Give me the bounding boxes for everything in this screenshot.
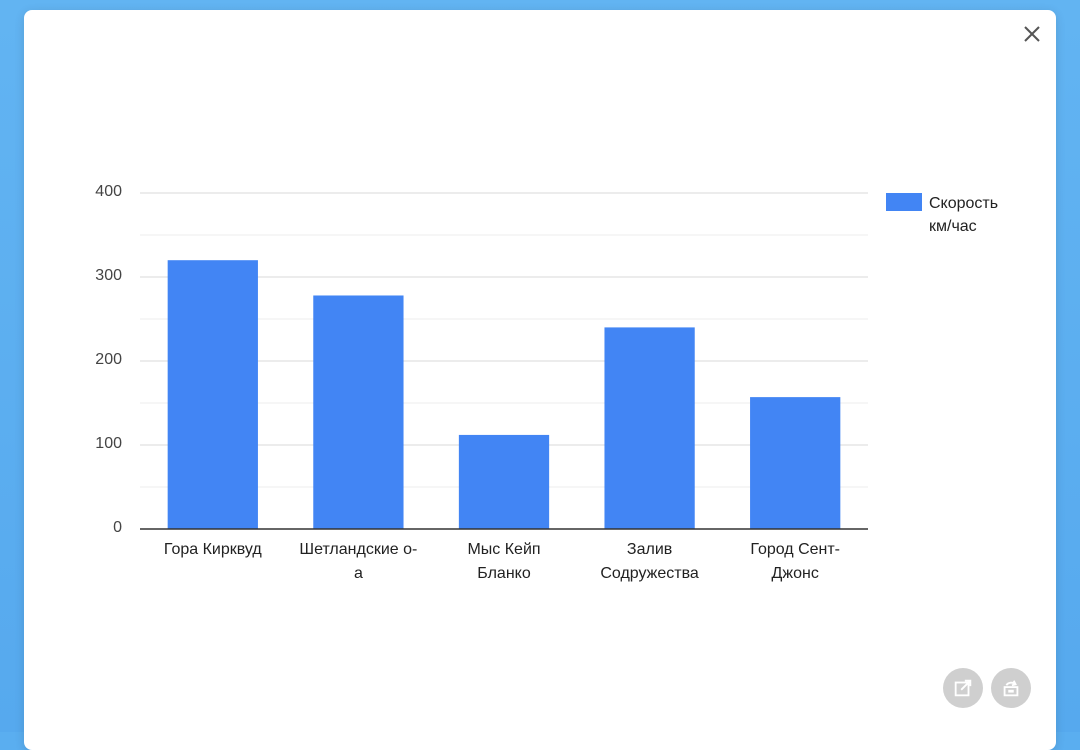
legend-swatch: [886, 193, 922, 211]
legend-label-line: Скорость: [929, 195, 999, 212]
refresh-button[interactable]: [991, 668, 1031, 708]
chart-modal: 0 100 200 300 400 Гора Кирквуд Шетландские о-…: [24, 10, 1056, 750]
open-in-new-button[interactable]: [943, 668, 983, 708]
legend-label-line: км/час: [929, 218, 977, 235]
open-in-new-icon: [954, 679, 972, 697]
close-button[interactable]: [1020, 22, 1044, 46]
y-tick-label: 300: [95, 267, 122, 284]
bar[interactable]: [167, 260, 258, 529]
close-icon: [1024, 26, 1040, 42]
x-tick-label: Залив Содружества: [575, 538, 725, 586]
x-tick-label-line: Мыс Кейп: [467, 541, 541, 558]
x-tick-label-line: Шетландские о-: [299, 541, 418, 558]
x-tick-label-line: Залив: [626, 541, 673, 558]
y-tick-label: 100: [95, 435, 122, 452]
x-tick-label-line: Город Сент-: [750, 541, 841, 558]
x-tick-label-line: Содружества: [600, 565, 699, 582]
bar[interactable]: [458, 434, 550, 529]
x-tick-label: Шетландские о-а: [283, 538, 433, 586]
bar-chart: [140, 192, 868, 530]
x-tick-label-line: Джонс: [771, 565, 819, 582]
bar[interactable]: [604, 327, 695, 529]
y-tick-label: 400: [95, 183, 122, 200]
x-tick-label: Мыс Кейп Бланко: [429, 538, 579, 586]
y-tick-label: 200: [95, 351, 122, 368]
refresh-icon: [1003, 680, 1019, 697]
x-tick-label-line: Гора Кирквуд: [163, 541, 262, 558]
y-tick-label: 0: [113, 519, 122, 536]
x-tick-label-line: Бланко: [477, 565, 531, 582]
bar[interactable]: [313, 295, 404, 529]
x-tick-label: Гора Кирквуд: [138, 538, 288, 562]
legend-label: Скорость км/час: [929, 192, 1029, 238]
chart-legend: Скорость км/час: [886, 192, 1029, 238]
x-tick-label: Город Сент- Джонс: [720, 538, 870, 586]
x-tick-label-line: а: [353, 565, 363, 582]
bar[interactable]: [750, 397, 841, 529]
